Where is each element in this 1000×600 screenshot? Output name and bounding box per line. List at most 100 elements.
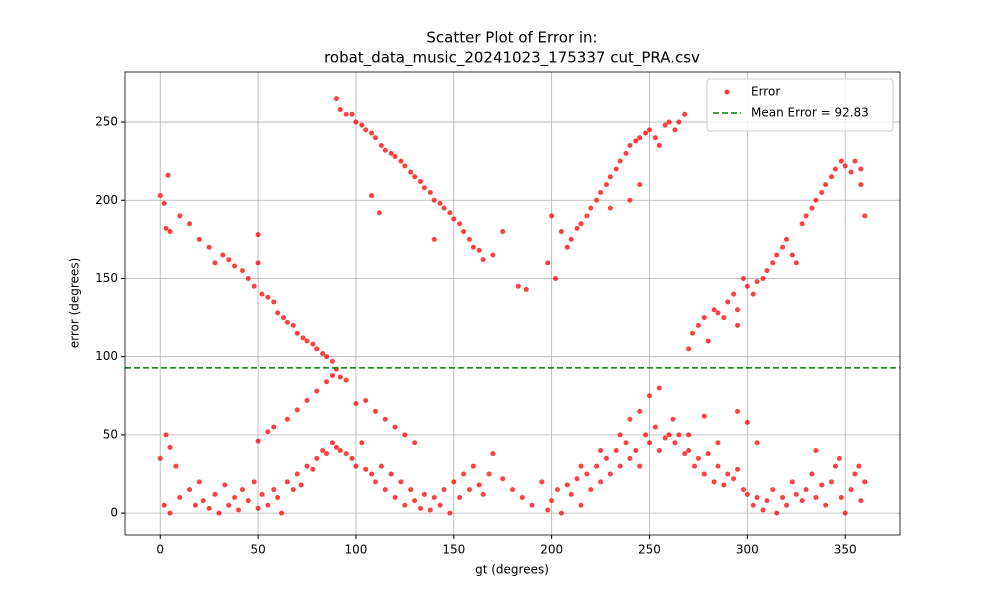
scatter-point (637, 135, 643, 141)
scatter-point (441, 205, 447, 211)
scatter-point (838, 158, 844, 164)
scatter-point (212, 260, 218, 266)
scatter-point (793, 260, 799, 266)
scatter-point (259, 291, 265, 297)
scatter-point (392, 153, 398, 159)
scatter-point (744, 283, 750, 289)
scatter-point (740, 487, 746, 493)
scatter-point (402, 432, 408, 438)
scatter-point (584, 213, 590, 219)
scatter-point (832, 166, 838, 172)
scatter-point (858, 498, 864, 504)
scatter-point (314, 455, 320, 461)
scatter-point (686, 448, 692, 454)
scatter-point (353, 401, 359, 407)
scatter-point (343, 377, 349, 383)
y-tick-label: 0 (110, 506, 118, 520)
scatter-point (701, 471, 707, 477)
scatter-point (167, 510, 173, 516)
scatter-point (324, 451, 330, 457)
scatter-point (598, 189, 604, 195)
scatter-point (427, 507, 433, 513)
scatter-point (643, 130, 649, 136)
scatter-point (196, 479, 202, 485)
scatter-point (418, 505, 424, 511)
scatter-point (281, 315, 287, 321)
scatter-point (265, 294, 271, 300)
scatter-point (744, 491, 750, 497)
plot-frame (124, 71, 901, 536)
scatter-point (271, 487, 277, 493)
scatter-point (725, 471, 731, 477)
x-tick-label: 100 (344, 543, 367, 557)
scatter-point (163, 432, 169, 438)
scatter-point (686, 432, 692, 438)
scatter-point (239, 268, 245, 274)
scatter-point (633, 448, 639, 454)
scatter-point (255, 260, 261, 266)
scatter-point (819, 189, 825, 195)
scatter-point (862, 213, 868, 219)
scatter-point (598, 448, 604, 454)
scatter-point (613, 166, 619, 172)
y-tick-label: 200 (95, 193, 118, 207)
scatter-point (388, 471, 394, 477)
scatter-point (672, 440, 678, 446)
scatter-point (598, 479, 604, 485)
scatter-point (740, 275, 746, 281)
scatter-point (300, 335, 306, 341)
scatter-point (239, 487, 245, 493)
scatter-point (255, 232, 261, 238)
scatter-point (744, 419, 750, 425)
scatter-point (568, 491, 574, 497)
scatter-point (353, 119, 359, 125)
scatter-point (545, 507, 551, 513)
scatter-point (652, 135, 658, 141)
scatter-point (451, 479, 457, 485)
scatter-point (705, 451, 711, 457)
scatter-point (519, 494, 525, 500)
scatter-point (447, 510, 453, 516)
scatter-point (412, 440, 418, 446)
scatter-point (682, 111, 688, 117)
scatter-point (803, 213, 809, 219)
scatter-point (813, 448, 819, 454)
scatter-point (803, 487, 809, 493)
scatter-point (421, 491, 427, 497)
scatter-point (314, 388, 320, 394)
scatter-point (594, 463, 600, 469)
scatter-point (646, 127, 652, 133)
y-tick-label: 50 (103, 427, 118, 441)
scatter-point (783, 236, 789, 242)
scatter-point (236, 507, 242, 513)
scatter-point (564, 482, 570, 488)
scatter-point (809, 471, 815, 477)
scatter-point (337, 107, 343, 113)
scatter-point (799, 221, 805, 227)
scatter-point (222, 482, 228, 488)
scatter-point (363, 127, 369, 133)
scatter-point (852, 158, 858, 164)
scatter-point (646, 393, 652, 399)
scatter-point (515, 283, 521, 289)
scatter-point (310, 466, 316, 472)
scatter-point (652, 424, 658, 430)
scatter-point (294, 330, 300, 336)
scatter-point (490, 252, 496, 258)
scatter-point (553, 275, 559, 281)
scatter-point (735, 322, 741, 328)
scatter-point (378, 463, 384, 469)
scatter-point (672, 127, 678, 133)
scatter-point (271, 424, 277, 430)
scatter-point (314, 346, 320, 352)
scatter-point (662, 122, 668, 128)
scatter-point (715, 440, 721, 446)
scatter-point (523, 286, 529, 292)
y-tick-label: 150 (95, 271, 118, 285)
scatter-point (852, 471, 858, 477)
scatter-point (337, 448, 343, 454)
x-tick-label: 150 (442, 543, 465, 557)
scatter-point (265, 502, 271, 508)
scatter-point (161, 200, 167, 206)
